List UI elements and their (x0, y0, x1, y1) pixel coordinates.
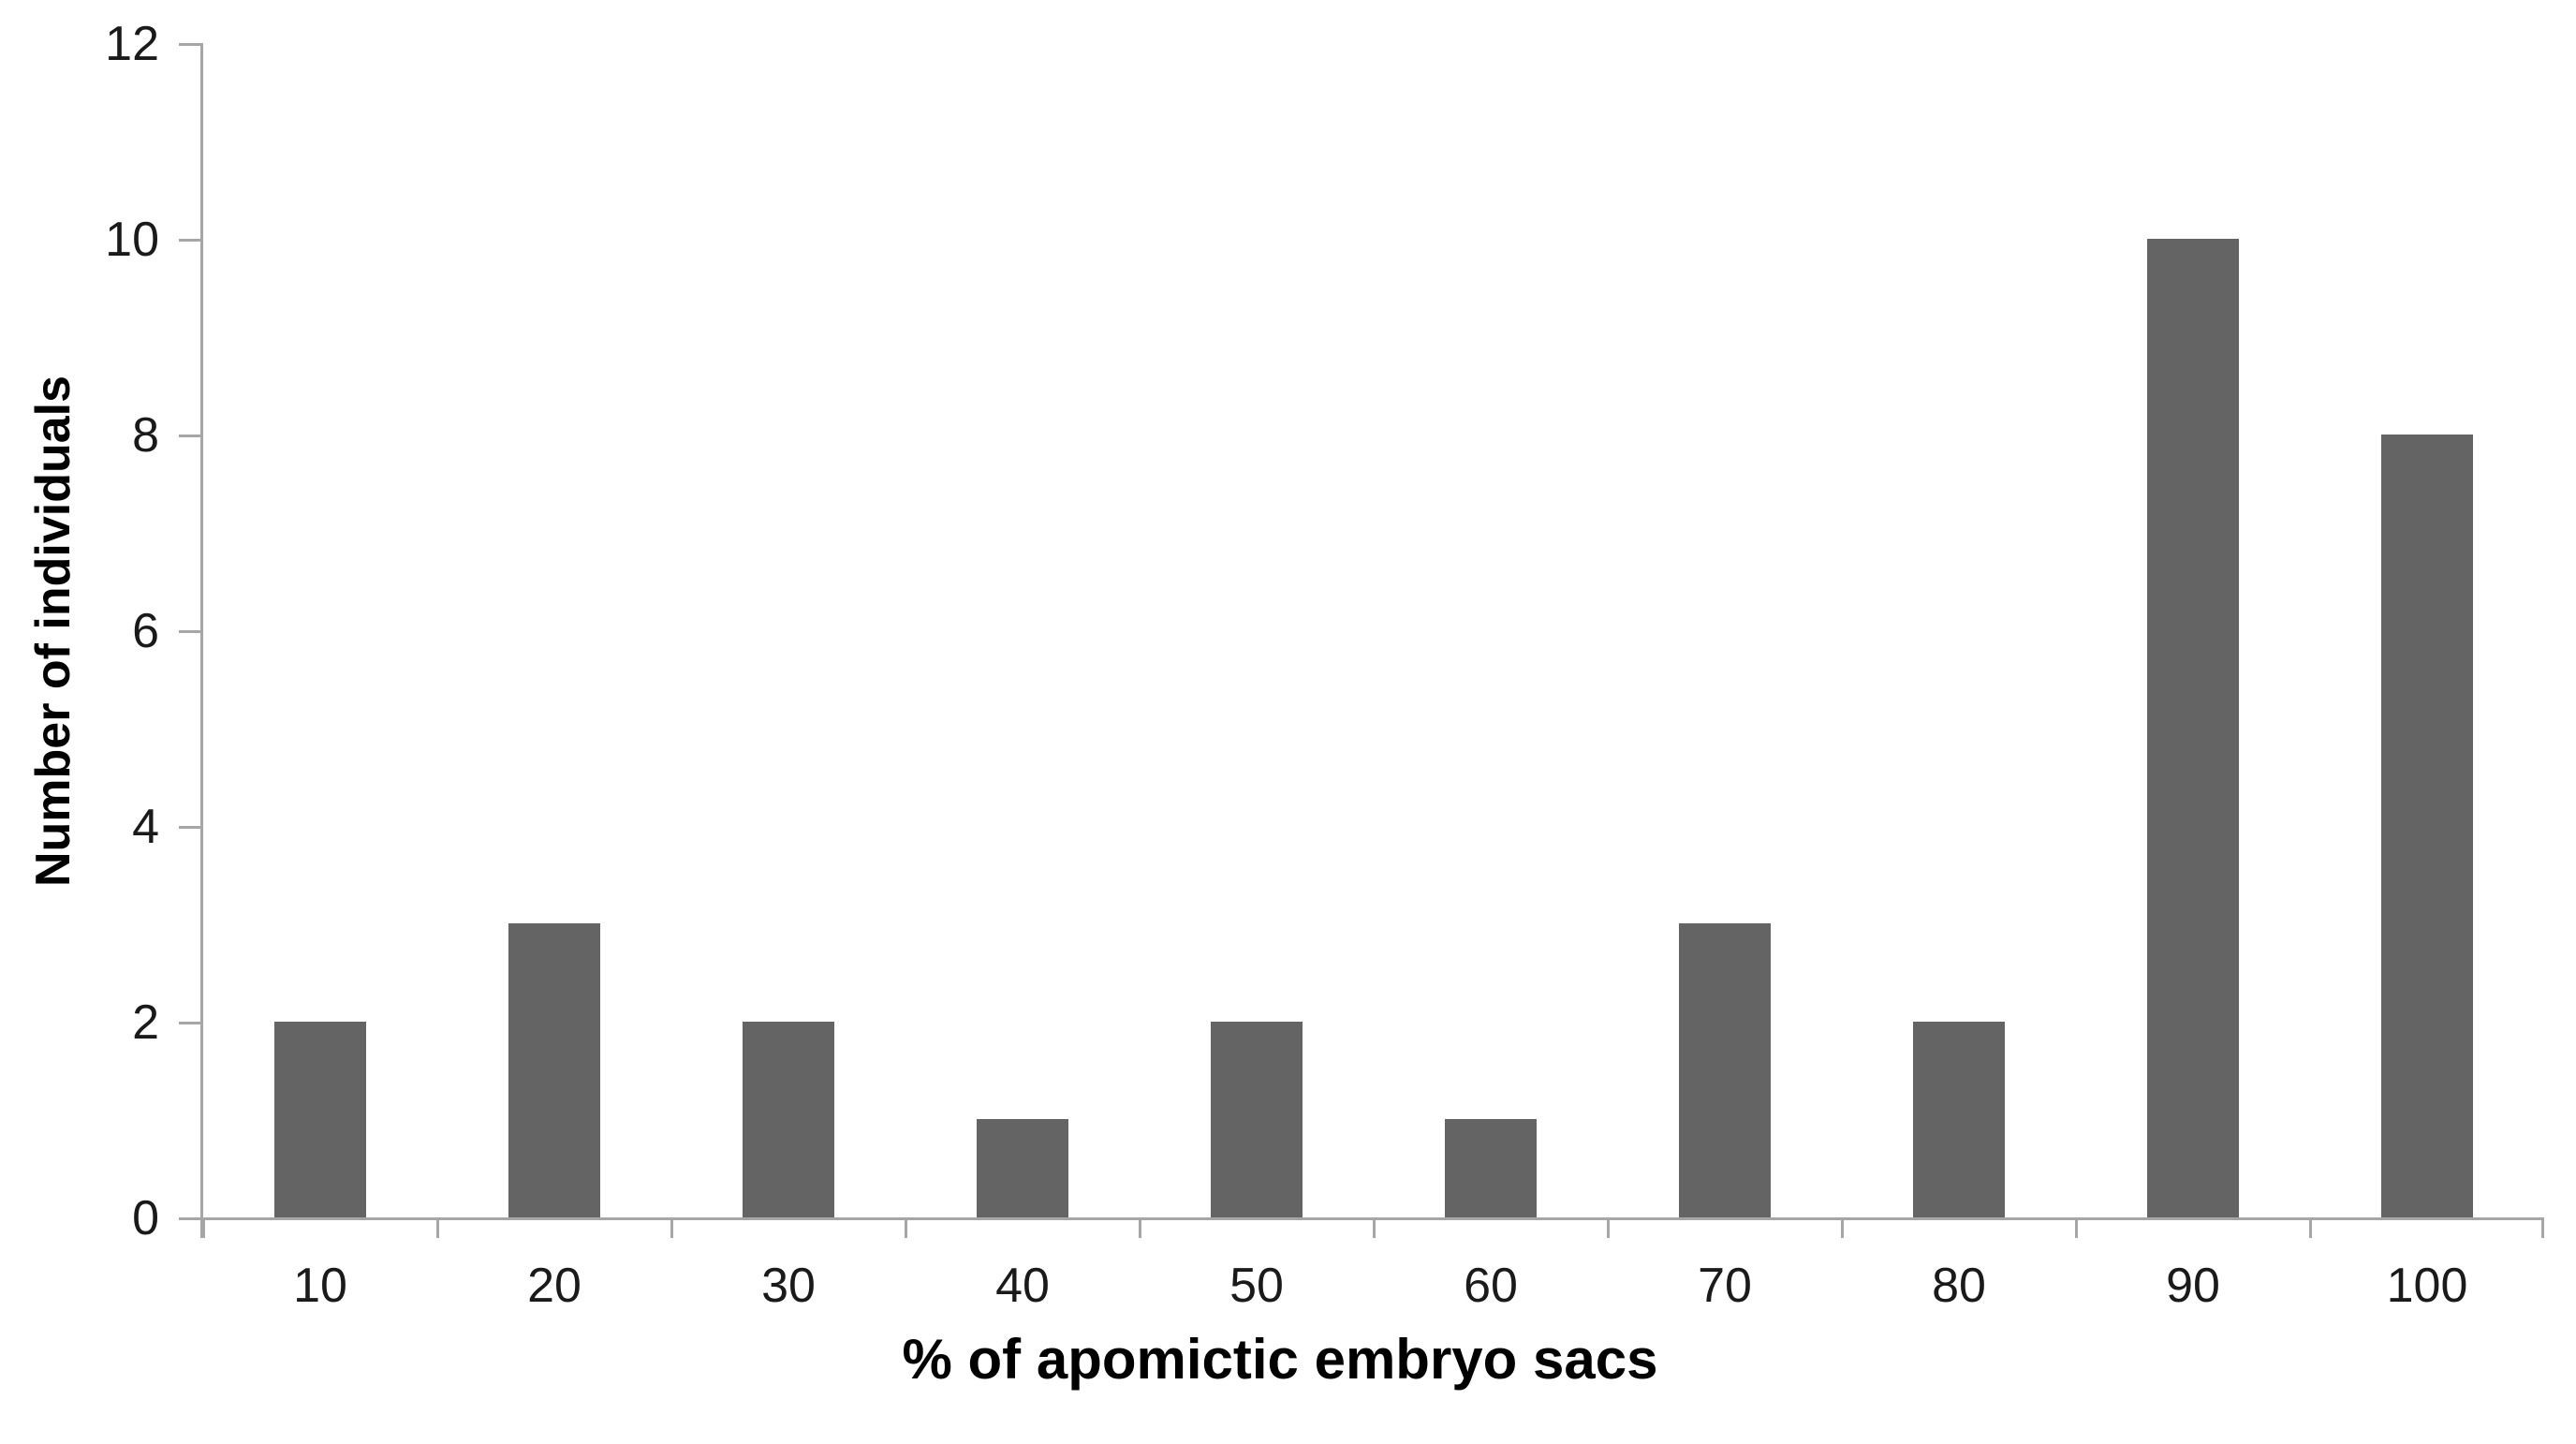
x-axis-tick (1138, 1220, 1141, 1238)
x-tick-label: 40 (995, 1259, 1050, 1313)
y-axis-tick (179, 826, 200, 829)
x-axis-tick (201, 1220, 205, 1238)
y-axis-tick (179, 1022, 200, 1024)
y-tick-label: 10 (105, 213, 159, 267)
x-axis-tick (2074, 1220, 2078, 1238)
x-axis-title: % of apomictic embryo sacs (902, 1328, 1658, 1391)
x-axis-line (200, 1217, 2544, 1220)
x-axis-tick (2308, 1220, 2312, 1238)
x-axis-tick (1840, 1220, 1844, 1238)
x-tick-label: 70 (1698, 1259, 1752, 1313)
y-tick-label: 6 (132, 604, 159, 658)
x-tick-label: 10 (293, 1259, 347, 1313)
bar (977, 1119, 1068, 1217)
y-axis-tick (179, 43, 200, 46)
x-tick-label: 80 (1932, 1259, 1986, 1313)
bar (1913, 1022, 2005, 1217)
x-tick-label: 90 (2166, 1259, 2220, 1313)
x-axis-tick (2541, 1220, 2544, 1238)
x-axis-tick (435, 1220, 439, 1238)
bar (1445, 1119, 1537, 1217)
x-axis-tick (670, 1220, 673, 1238)
bar (274, 1022, 366, 1217)
y-axis-tick (179, 239, 200, 242)
y-axis-tick (179, 1217, 200, 1220)
bar (743, 1022, 834, 1217)
bar (2147, 239, 2239, 1217)
y-tick-label: 8 (132, 408, 159, 463)
y-tick-label: 2 (132, 995, 159, 1050)
x-axis-tick (1372, 1220, 1376, 1238)
y-axis-tick (179, 630, 200, 633)
bar (1679, 923, 1771, 1217)
x-tick-label: 50 (1229, 1259, 1284, 1313)
y-tick-label: 12 (105, 17, 159, 71)
x-tick-label: 30 (761, 1259, 816, 1313)
x-axis-tick (904, 1220, 907, 1238)
x-tick-label: 20 (527, 1259, 581, 1313)
y-tick-label: 4 (132, 800, 159, 854)
y-tick-label: 0 (132, 1191, 159, 1245)
y-axis-tick (179, 435, 200, 437)
bar (2381, 435, 2473, 1217)
x-tick-label: 100 (2386, 1259, 2468, 1313)
x-axis-tick (1606, 1220, 1610, 1238)
bar (508, 923, 600, 1217)
bar (1211, 1022, 1303, 1217)
y-axis-line (200, 43, 203, 1238)
x-tick-label: 60 (1464, 1259, 1518, 1313)
